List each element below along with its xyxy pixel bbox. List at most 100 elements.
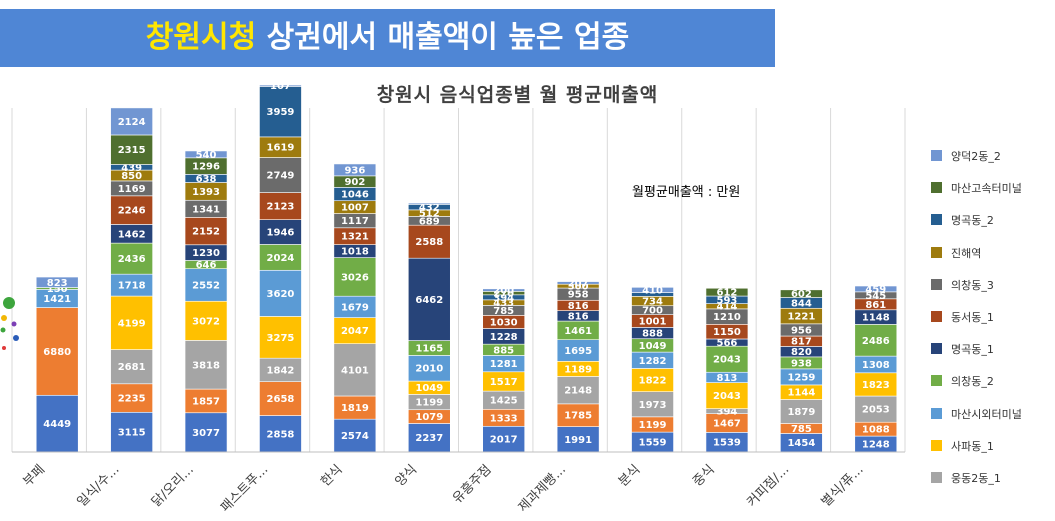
legend-label: 동서동_1 [951, 310, 994, 324]
bar-segment [110, 134, 153, 165]
data-label: 2552 [192, 280, 220, 291]
legend-label: 마산고속터미널 [951, 182, 1022, 196]
bar-segment [631, 287, 674, 293]
data-label: 1842 [267, 365, 295, 376]
data-label: 3077 [192, 428, 220, 439]
data-label: 3818 [192, 360, 220, 371]
data-label: 1321 [341, 232, 369, 243]
data-label: 410 [642, 285, 663, 296]
data-label: 861 [865, 300, 886, 311]
data-label: 1007 [341, 203, 369, 214]
bar-segment [110, 411, 153, 453]
data-label: 2148 [564, 386, 592, 397]
x-tick-label: 일식/수... [75, 462, 123, 510]
data-label: 2123 [267, 202, 295, 213]
legend-item: 진해역 [931, 243, 1055, 275]
data-label: 1150 [713, 327, 741, 338]
legend-item: 의창동_2 [931, 371, 1055, 403]
data-label: 2681 [118, 362, 146, 373]
bar-segment [333, 163, 377, 177]
data-label: 1199 [639, 420, 667, 431]
legend-swatch [931, 246, 942, 258]
data-label: 1341 [192, 204, 220, 215]
data-label: 2152 [192, 227, 220, 238]
data-label: 1695 [564, 346, 592, 357]
data-label: 844 [791, 298, 812, 309]
data-label: 689 [419, 216, 440, 227]
bar-segment [110, 242, 153, 275]
data-label: 459 [865, 284, 886, 295]
bar-segment [259, 269, 302, 317]
data-label: 612 [717, 288, 738, 299]
bar-segment [259, 316, 302, 359]
data-label: 1308 [862, 360, 890, 371]
legend-item: 명곡동_1 [931, 339, 1055, 371]
bar-segment [407, 202, 451, 205]
data-label: 432 [419, 203, 440, 214]
data-label: 938 [791, 358, 812, 369]
data-label: 1718 [118, 281, 146, 292]
bar-segment [259, 84, 302, 87]
legend-item: 마산시외터미널 [931, 404, 1055, 436]
data-label: 1946 [267, 228, 295, 239]
bar-segment [184, 217, 228, 246]
data-label: 2124 [118, 117, 146, 128]
bar-segment [259, 219, 302, 245]
data-label: 150 [47, 284, 68, 295]
x-tick-label: 한식 [318, 462, 346, 490]
bar-segment [259, 381, 302, 416]
bar-segment [556, 376, 600, 405]
data-label: 4449 [43, 419, 71, 430]
data-label: 1046 [341, 190, 369, 201]
bar-segment [184, 412, 228, 453]
legend-swatch [931, 439, 942, 451]
legend-label: 마산시외터미널 [951, 407, 1022, 421]
legend-item: 의창동_3 [931, 275, 1055, 307]
data-label: 1144 [787, 388, 815, 399]
data-label: 1282 [639, 356, 667, 367]
legend-swatch [931, 407, 942, 419]
data-label: 1281 [490, 359, 518, 370]
data-label: 3026 [341, 272, 369, 283]
data-label: 2047 [341, 326, 369, 337]
bar-segment [259, 157, 302, 193]
data-label: 2588 [415, 237, 443, 248]
data-label: 1823 [862, 380, 890, 391]
data-label: 200 [493, 286, 514, 297]
data-label: 638 [196, 174, 217, 185]
legend-label: 진해역 [951, 246, 982, 260]
data-label: 540 [196, 150, 217, 161]
data-label: 593 [717, 295, 738, 306]
data-label: 817 [791, 337, 812, 348]
unit-note: 월평균매출액 : 만원 [632, 185, 741, 200]
data-label: 545 [865, 291, 886, 302]
legend-swatch [931, 471, 942, 483]
data-label: 1539 [713, 438, 741, 449]
data-label: 1199 [415, 398, 443, 409]
bar-segment [482, 288, 526, 292]
data-label: 4101 [341, 365, 369, 376]
legend-swatch [931, 182, 942, 194]
legend-swatch [931, 343, 942, 355]
data-label: 2574 [341, 431, 369, 442]
data-label: 1461 [564, 326, 592, 337]
legend-label: 웅동2동_1 [951, 471, 1001, 485]
data-label: 394 [493, 293, 514, 304]
data-label: 2024 [267, 253, 295, 264]
legend-swatch [931, 278, 942, 290]
data-label: 1679 [341, 302, 369, 313]
data-label: 602 [791, 289, 812, 300]
bar-segment [705, 382, 749, 409]
data-label: 902 [344, 177, 365, 188]
decoration-dots [0, 297, 19, 350]
legend-item: 동서동_1 [931, 307, 1055, 339]
x-tick-label: 별식/퓨... [819, 462, 867, 510]
data-label: 1189 [564, 364, 592, 375]
page-banner: 창원시청 상권에서 매출액이 높은 업종 [0, 9, 775, 67]
data-label: 300 [568, 282, 589, 293]
data-label: 813 [717, 373, 738, 384]
data-label: 6880 [43, 347, 71, 358]
x-tick-label: 제과제빵... [516, 462, 569, 515]
legend-item: 양덕2동_2 [931, 146, 1055, 178]
